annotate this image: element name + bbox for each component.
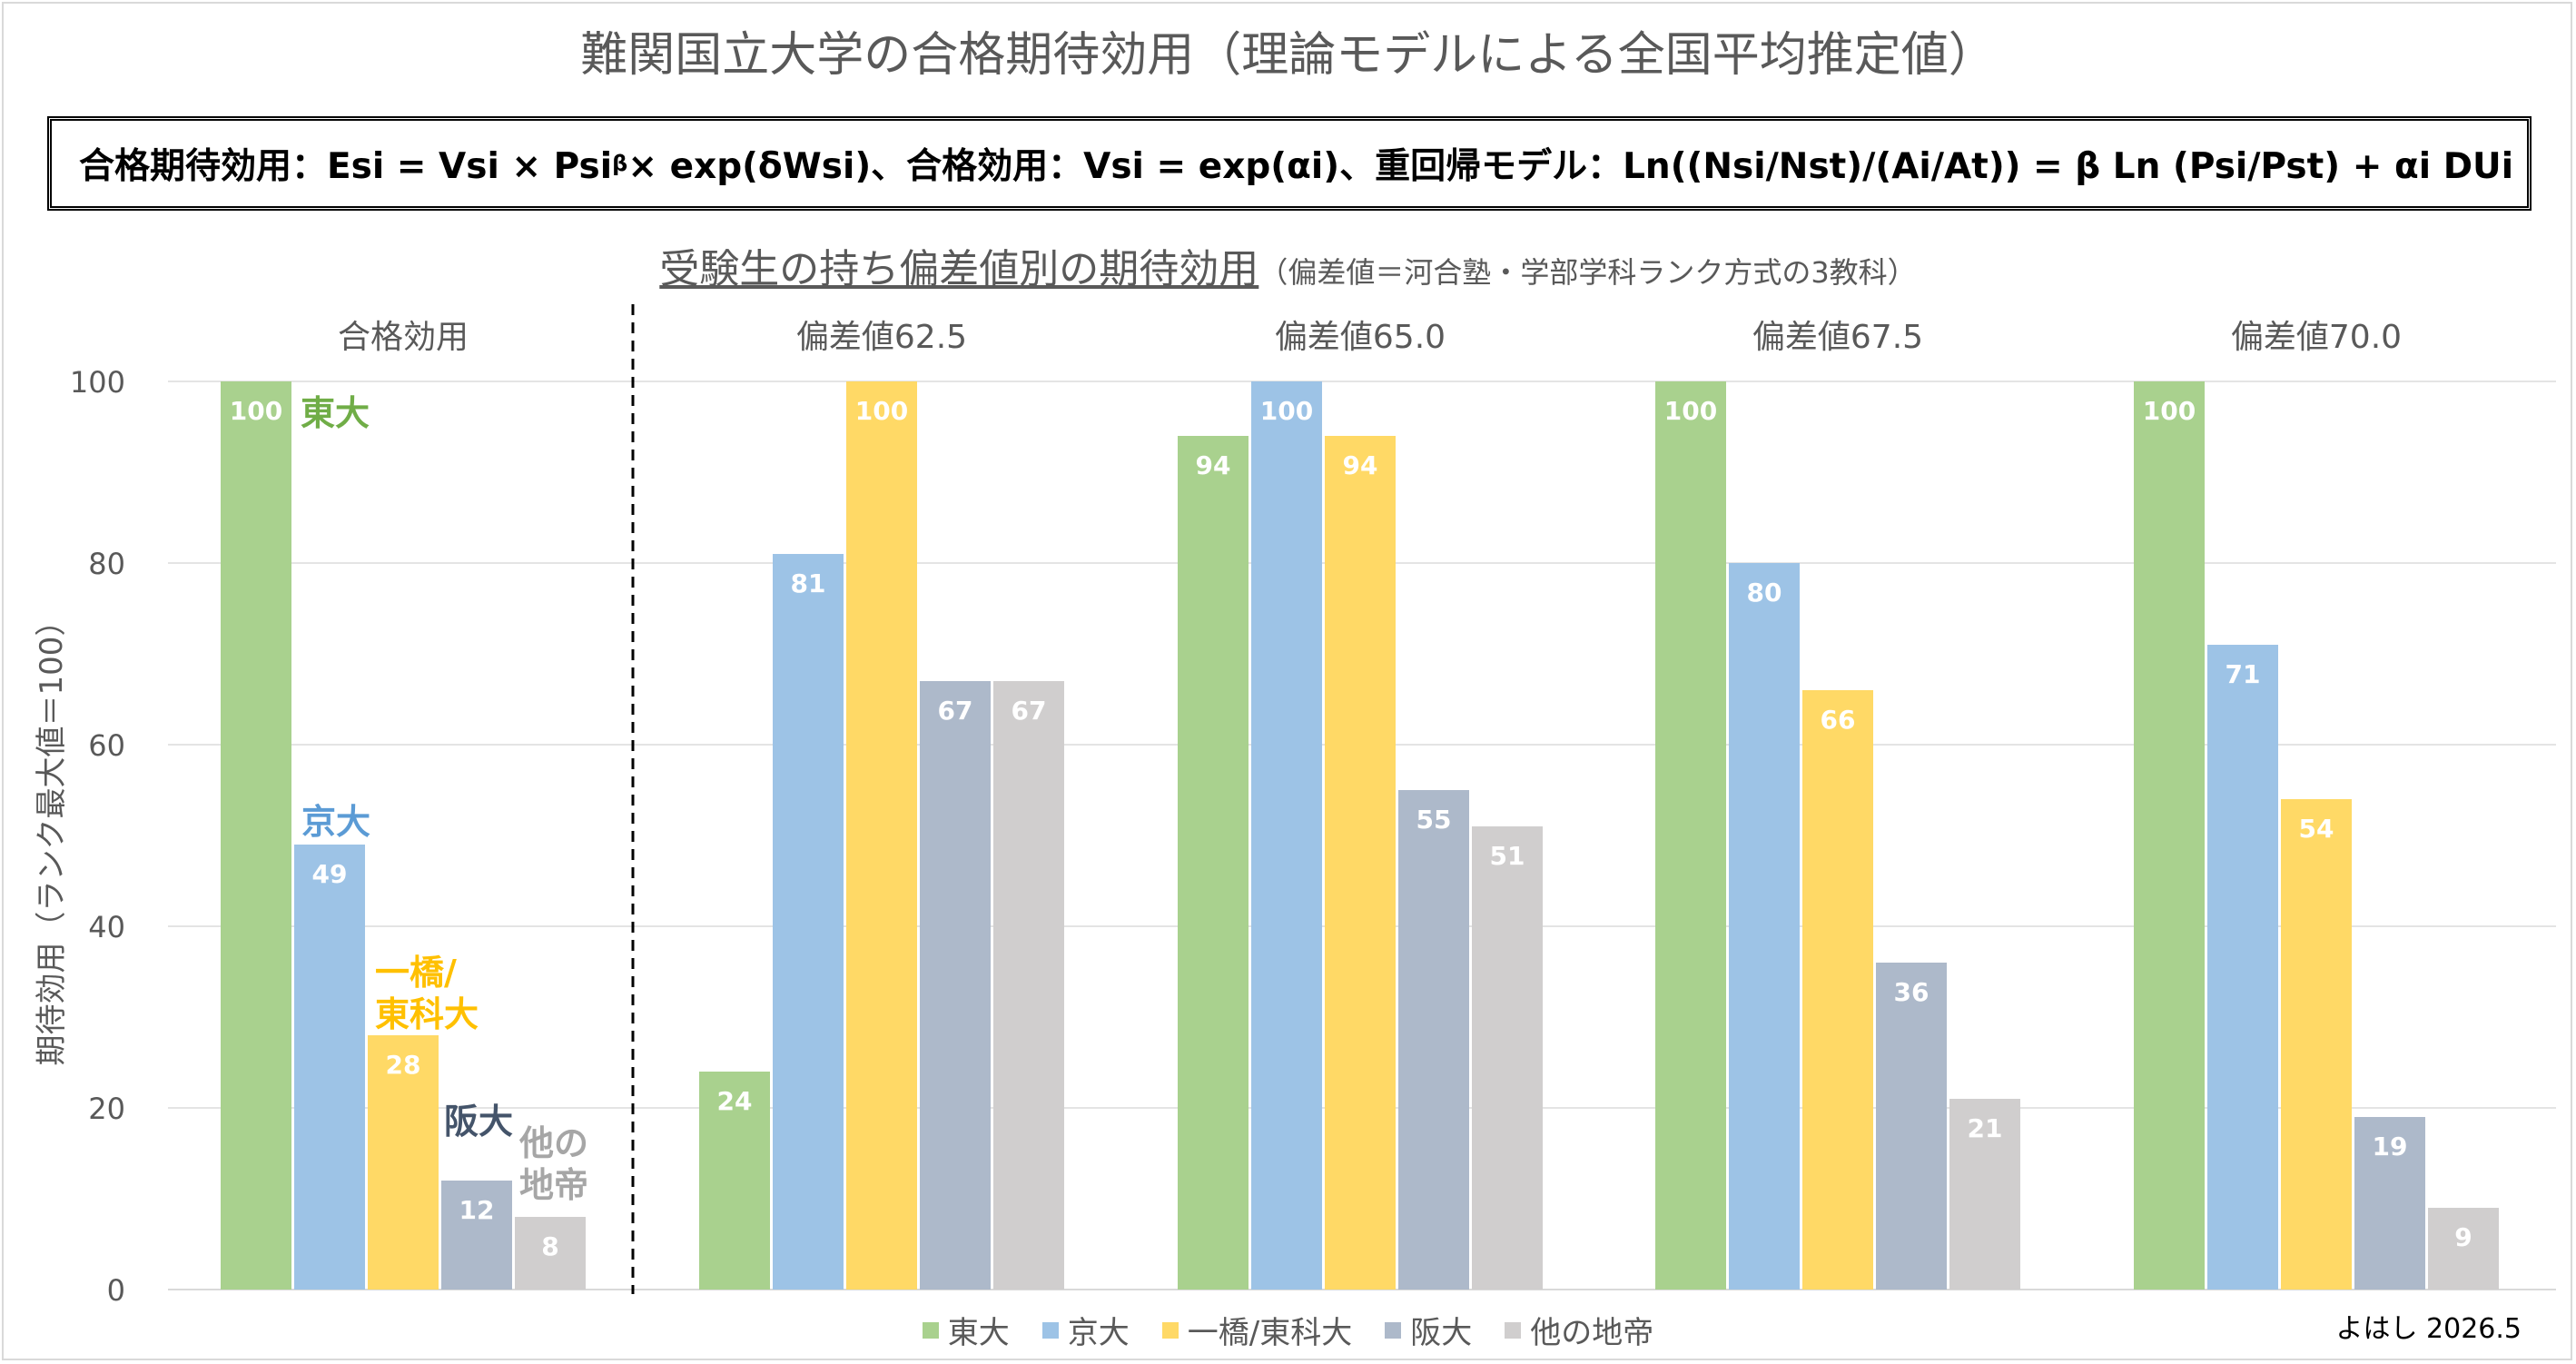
data-label: 67: [1012, 696, 1047, 726]
legend-item: 阪大: [1385, 1308, 1472, 1352]
bar-東大: [1655, 381, 1726, 1290]
data-label: 67: [938, 696, 973, 726]
data-label: 100: [1664, 396, 1717, 426]
bar-他の地帝: [2428, 1208, 2499, 1290]
legend-item: 一橋/東科大: [1161, 1308, 1353, 1352]
data-label: 12: [459, 1195, 495, 1225]
bar-阪大: [2354, 1117, 2425, 1290]
chart-title: 難関国立大学の合格期待効用（理論モデルによる全国平均推定値）: [580, 28, 1996, 83]
bar-東大: [699, 1072, 770, 1290]
legend-label: 阪大: [1410, 1315, 1473, 1351]
data-label: 100: [230, 396, 282, 426]
data-label: 49: [312, 859, 348, 889]
bar-京大: [294, 845, 365, 1290]
inline-series-label: 他の: [518, 1123, 588, 1163]
data-label: 80: [1747, 578, 1782, 608]
bar-東大: [221, 381, 291, 1290]
data-label: 71: [2226, 659, 2261, 689]
bar-一橋/東科大: [1325, 436, 1396, 1290]
bar-京大: [773, 554, 844, 1290]
bar-京大: [1729, 563, 1800, 1290]
bar-一橋/東科大: [368, 1035, 439, 1290]
formula-box: 合格期待効用：Esi = Vsi × Psi β × exp(δWsi)、合格効用…: [47, 116, 2532, 211]
bar-阪大: [1876, 963, 1947, 1290]
bar-阪大: [1398, 790, 1469, 1290]
data-label: 8: [541, 1231, 558, 1261]
legend-swatch: [1385, 1321, 1402, 1339]
group-label: 合格効用: [338, 319, 469, 356]
bar-阪大: [920, 681, 991, 1290]
data-label: 94: [1343, 450, 1378, 480]
y-axis-label: 期待効用（ランク最大値＝100）: [34, 606, 70, 1066]
subtitle-note: （偏差値＝河合塾・学部学科ランク方式の3教科）: [1258, 255, 1917, 290]
bar-他の地帝: [993, 681, 1064, 1290]
group-label: 偏差値67.5: [1752, 319, 1923, 356]
inline-series-label: 東科大: [375, 994, 479, 1034]
y-tick-label: 20: [88, 1092, 125, 1126]
data-label: 100: [1260, 396, 1313, 426]
formula-part-a: 合格期待効用：Esi = Vsi × Psi: [79, 146, 613, 187]
inline-series-label: 阪大: [444, 1102, 513, 1142]
data-label: 100: [855, 396, 908, 426]
bar-京大: [2207, 645, 2278, 1290]
legend-swatch: [922, 1321, 939, 1339]
bar-他の地帝: [515, 1217, 586, 1290]
bar-京大: [1251, 381, 1322, 1290]
legend: 東大 京大 一橋/東科大 阪大 他の地帝: [0, 1308, 2576, 1352]
data-label: 54: [2299, 814, 2334, 844]
bar-他の地帝: [1472, 826, 1543, 1290]
group-label: 偏差値65.0: [1275, 319, 1446, 356]
bar-一橋/東科大: [2281, 799, 2352, 1290]
bar-阪大: [441, 1181, 512, 1290]
legend-item: 他の地帝: [1505, 1308, 1653, 1352]
legend-swatch: [1161, 1321, 1179, 1339]
formula-sup-beta: β: [612, 151, 628, 176]
legend-swatch: [1041, 1321, 1059, 1339]
data-label: 100: [2143, 396, 2196, 426]
legend-label: 東大: [947, 1315, 1010, 1351]
legend-swatch: [1505, 1321, 1522, 1339]
data-label: 51: [1490, 841, 1525, 871]
data-label: 21: [1968, 1113, 2003, 1143]
inline-series-label: 地帝: [519, 1165, 588, 1205]
data-label: 9: [2454, 1222, 2472, 1252]
group-label: 偏差値70.0: [2231, 319, 2402, 356]
y-tick-label: 100: [70, 365, 125, 400]
data-label: 28: [386, 1050, 421, 1080]
data-label: 94: [1196, 450, 1231, 480]
y-tick-label: 40: [88, 910, 125, 944]
bar-東大: [1178, 436, 1249, 1290]
legend-label: 他の地帝: [1530, 1315, 1654, 1351]
y-tick-label: 0: [107, 1273, 125, 1308]
data-label: 19: [2373, 1132, 2408, 1161]
group-label: 偏差値62.5: [796, 319, 967, 356]
y-tick-label: 60: [88, 728, 125, 763]
bar-東大: [2134, 381, 2205, 1290]
y-tick-label: 80: [88, 547, 125, 581]
legend-item: 東大: [922, 1308, 1010, 1352]
legend-label: 京大: [1067, 1315, 1130, 1351]
signature: よはし 2026.5: [2335, 1313, 2522, 1345]
bar-一橋/東科大: [846, 381, 917, 1290]
inline-series-label: 一橋/: [375, 953, 457, 993]
data-label: 24: [717, 1086, 753, 1116]
data-label: 55: [1416, 805, 1452, 835]
data-label: 81: [791, 568, 826, 598]
legend-label: 一橋/東科大: [1187, 1315, 1353, 1351]
data-label: 66: [1821, 705, 1856, 735]
inline-series-label: 京大: [301, 802, 370, 842]
subtitle-main: 受験生の持ち偏差値別の期待効用: [659, 246, 1259, 292]
bar-他の地帝: [1949, 1099, 2020, 1290]
legend-item: 京大: [1041, 1308, 1130, 1352]
data-label: 36: [1894, 977, 1930, 1007]
inline-series-label: 東大: [301, 393, 370, 433]
subtitle: 受験生の持ち偏差値別の期待効用（偏差値＝河合塾・学部学科ランク方式の3教科）: [0, 236, 2576, 294]
bar-一橋/東科大: [1802, 690, 1873, 1290]
formula-part-b: × exp(δWsi)、合格効用：Vsi = exp(αi)、重回帰モデル：Ln…: [627, 146, 2527, 187]
